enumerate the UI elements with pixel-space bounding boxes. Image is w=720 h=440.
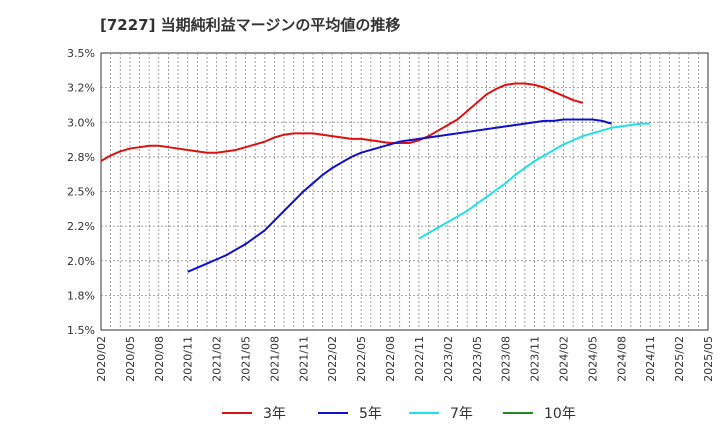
y-tick-label: 2.8% <box>67 151 95 164</box>
legend-label: 7年 <box>450 406 473 422</box>
x-tick-label: 2024/11 <box>644 336 657 382</box>
x-tick-label: 2021/02 <box>211 336 224 382</box>
x-tick-label: 2024/08 <box>615 336 628 382</box>
x-tick-label: 2020/11 <box>182 336 195 382</box>
legend-label: 3年 <box>263 406 286 422</box>
x-tick-label: 2020/08 <box>153 336 166 382</box>
series-lines <box>100 82 651 273</box>
x-tick-label: 2025/05 <box>702 336 715 382</box>
legend-label: 5年 <box>359 406 382 422</box>
x-tick-label: 2023/05 <box>471 336 484 382</box>
series-line-7y <box>418 122 651 240</box>
x-axis: 2020/02 2020/05 2020/08 2020/11 2021/02 2021/… <box>95 336 715 382</box>
x-tick-label: 2024/02 <box>557 336 570 382</box>
x-tick-label: 2020/02 <box>95 336 108 382</box>
x-tick-label: 2021/08 <box>268 336 281 382</box>
y-axis: 1.5% 1.8% 2.0% 2.2% 2.5% 2.8% 3.0% 3.2% 3.5% <box>67 47 95 337</box>
series-line-5y <box>187 118 612 273</box>
y-tick-label: 2.0% <box>67 255 95 268</box>
x-tick-label: 2022/11 <box>413 336 426 382</box>
x-tick-label: 2022/05 <box>355 336 368 382</box>
y-tick-label: 3.5% <box>67 47 95 60</box>
y-tick-label: 2.2% <box>67 220 95 233</box>
series-line-3y <box>100 82 584 162</box>
legend-label: 10年 <box>544 406 576 422</box>
y-tick-label: 3.0% <box>67 116 95 129</box>
x-tick-label: 2025/02 <box>673 336 686 382</box>
x-tick-label: 2021/11 <box>297 336 310 382</box>
x-tick-label: 2023/08 <box>500 336 513 382</box>
legend: 3年 5年 7年 10年 <box>222 406 576 422</box>
x-tick-label: 2023/11 <box>529 336 542 382</box>
x-tick-label: 2020/05 <box>124 336 137 382</box>
x-tick-label: 2021/05 <box>240 336 253 382</box>
chart-title: [7227] 当期純利益マージンの平均値の推移 <box>100 16 401 34</box>
plot-area <box>100 52 709 331</box>
y-tick-label: 2.5% <box>67 186 95 199</box>
x-tick-label: 2022/08 <box>384 336 397 382</box>
y-tick-label: 3.2% <box>67 82 95 95</box>
y-tick-label: 1.5% <box>67 324 95 337</box>
y-tick-label: 1.8% <box>67 289 95 302</box>
x-tick-label: 2024/05 <box>586 336 599 382</box>
x-tick-label: 2023/02 <box>442 336 455 382</box>
x-tick-label: 2022/02 <box>326 336 339 382</box>
